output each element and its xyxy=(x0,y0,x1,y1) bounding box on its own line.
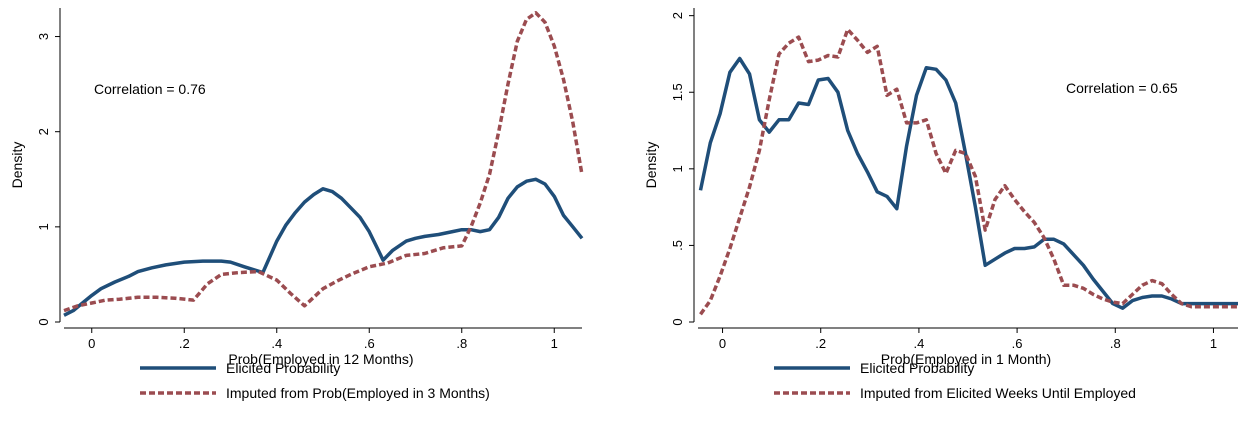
series-line-elicited xyxy=(698,56,1238,310)
legend-label: Imputed from Prob(Employed in 3 Months) xyxy=(226,385,490,401)
x-axis-title: Prob(Employed in 1 Month) xyxy=(881,351,1051,367)
x-tick-label: .2 xyxy=(815,336,826,351)
x-tick-label: 0 xyxy=(719,336,726,351)
x-tick-label: .4 xyxy=(271,336,282,351)
y-axis-title: Density xyxy=(643,142,659,189)
x-tick-label: .6 xyxy=(1012,336,1023,351)
y-tick-label: 1 xyxy=(670,165,685,172)
series-line-elicited xyxy=(63,177,584,317)
x-tick-label: .2 xyxy=(179,336,190,351)
x-tick-label: .8 xyxy=(456,336,467,351)
x-tick-label: .6 xyxy=(364,336,375,351)
legend-label: Elicited Probability xyxy=(860,360,974,376)
y-tick-label: .5 xyxy=(670,240,685,251)
series-line-imputed xyxy=(63,11,584,313)
series-line-imputed xyxy=(699,27,1238,316)
legend-label: Imputed from Elicited Weeks Until Employ… xyxy=(860,385,1136,401)
y-tick-label: 1.5 xyxy=(670,83,685,101)
x-tick-label: .4 xyxy=(913,336,924,351)
y-tick-label: 2 xyxy=(670,12,685,19)
y-tick-label: 0 xyxy=(670,318,685,325)
chart-panel-2: 0 .2 .4 .6 .8 1 0 .5 1 1.5 2 Prob(Employed in 1 Mon… xyxy=(643,8,1238,401)
y-tick-label: 2 xyxy=(36,128,51,135)
x-tick-label: 1 xyxy=(551,336,558,351)
x-axis-title: Prob(Employed in 12 Months) xyxy=(228,351,413,367)
y-tick-label: 3 xyxy=(36,33,51,40)
correlation-annotation: Correlation = 0.65 xyxy=(1066,80,1178,96)
correlation-annotation: Correlation = 0.76 xyxy=(94,81,206,97)
x-tick-label: 1 xyxy=(1210,336,1217,351)
y-axis-title: Density xyxy=(9,142,25,189)
x-tick-label: .8 xyxy=(1110,336,1121,351)
y-tick-label: 1 xyxy=(36,223,51,230)
chart-panel-1: 0 .2 .4 .6 .8 1 0 1 2 3 Prob(Employed in 12 Months… xyxy=(9,8,584,401)
legend-label: Elicited Probability xyxy=(226,360,340,376)
x-tick-label: 0 xyxy=(88,336,95,351)
y-tick-label: 0 xyxy=(36,318,51,325)
